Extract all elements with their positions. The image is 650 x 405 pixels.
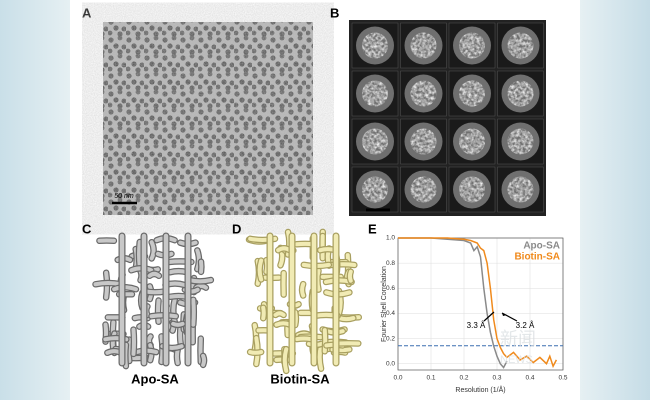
tube [302,284,303,295]
legend-entry: Apo-SA [523,241,560,252]
caption: Biotin-SA [270,371,330,386]
micrograph [103,22,313,215]
class-particle [411,177,437,203]
x-tick-label: 0.0 [393,375,402,382]
class-particle [362,33,388,59]
tube [276,323,290,324]
class-particle [459,33,485,59]
class-particle [508,177,534,203]
class-particle [411,33,437,59]
tube [263,308,264,318]
tube [170,296,187,297]
class-particle [459,129,485,155]
class-particle [508,81,534,107]
class-particle [362,129,388,155]
x-tick-label: 0.4 [525,375,534,382]
tube [173,324,182,325]
y-tick-label: 0.8 [386,260,395,267]
watermark: NEWS [500,354,533,366]
background-left [0,0,70,400]
x-tick-label: 0.5 [558,375,567,382]
tube [339,318,353,319]
tube [297,339,310,340]
class-particle [411,129,437,155]
tube [152,242,154,258]
background-right [580,0,650,400]
class-particle [508,129,534,155]
class-particle [459,177,485,203]
tube [203,356,204,365]
x-axis-label: Resolution (1/Å) [455,385,505,394]
tube [276,313,284,315]
class-particle [508,33,534,59]
tube [95,283,120,284]
x-tick-label: 0.3 [492,375,501,382]
caption: Apo-SA [131,371,179,386]
scale-bar-label: 50 nm [114,193,134,200]
tube [260,261,261,280]
tube [173,298,175,323]
panel-label: B [330,5,339,20]
x-tick-label: 0.1 [426,375,435,382]
y-tick-label: 1.0 [386,235,395,242]
tube [189,280,211,281]
panel-label: A [82,5,92,20]
y-tick-label: 0.0 [386,360,395,367]
class-particle [459,81,485,107]
class-particle [362,81,388,107]
tube [317,271,318,290]
panel-label: C [82,221,92,236]
panel-label: D [232,221,241,236]
annotation: 3.3 Å [467,321,486,330]
class-averages [349,20,546,216]
y-axis-label: Fourier Shell Correlation [381,266,388,342]
tube [320,345,321,368]
tube [350,272,351,281]
x-tick-label: 0.2 [459,375,468,382]
tube [150,274,159,276]
tube [193,300,194,325]
tube [133,330,134,354]
tube [250,352,261,353]
panel-label: E [368,221,377,236]
tube [285,349,286,371]
tube [177,350,178,363]
tube [139,242,140,267]
tube [145,291,164,292]
watermark: 新闻 [500,329,536,349]
class-particle [362,177,388,203]
class-particle [411,81,437,107]
tube [278,248,290,250]
legend-entry: Biotin-SA [514,252,560,263]
